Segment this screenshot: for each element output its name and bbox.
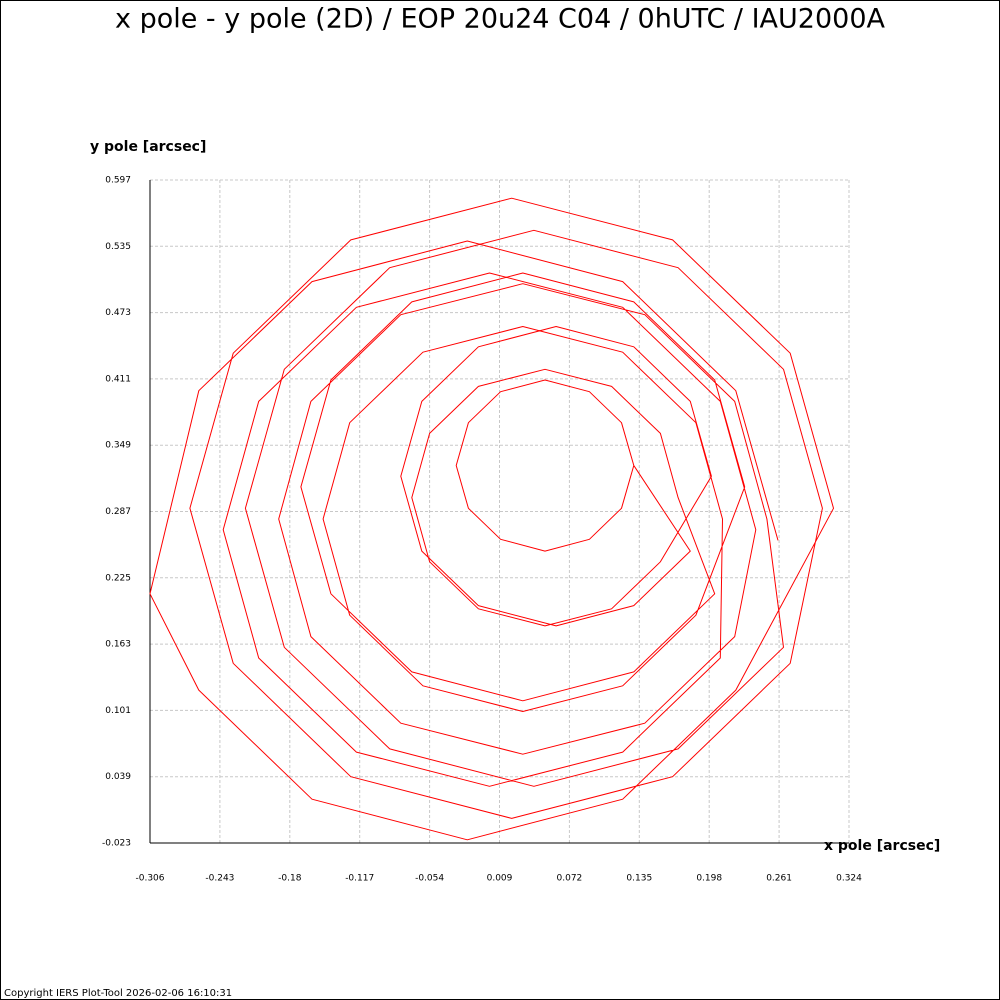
x-axis-label: x pole [arcsec] [824, 838, 940, 854]
x-tick-label: 0.261 [766, 874, 792, 884]
y-axis-label: y pole [arcsec] [90, 139, 206, 155]
x-tick-label: -0.054 [415, 874, 444, 884]
pole-path [149, 197, 834, 841]
x-tick-label: -0.306 [135, 874, 164, 884]
y-tick-label: 0.225 [105, 573, 131, 583]
y-tick-label: -0.023 [102, 839, 131, 849]
y-tick-label: 0.349 [105, 441, 131, 451]
y-tick-label: 0.597 [105, 176, 131, 186]
x-tick-label: 0.135 [626, 874, 652, 884]
x-tick-label: -0.243 [205, 874, 234, 884]
x-tick-label: -0.117 [345, 874, 374, 884]
x-tick-label: 0.198 [696, 874, 722, 884]
footer: Copyright IERS Plot-Tool 2026-02-06 16:1… [4, 988, 232, 999]
chart-title: x pole - y pole (2D) / EOP 20u24 C04 / 0… [115, 4, 885, 35]
y-tick-label: 0.411 [105, 374, 131, 384]
x-tick-label: 0.324 [836, 874, 862, 884]
y-tick-label: 0.473 [105, 308, 131, 318]
y-tick-label: 0.101 [105, 706, 131, 716]
x-tick-label: 0.072 [557, 874, 583, 884]
y-tick-label: 0.163 [105, 640, 131, 650]
x-tick-label: -0.18 [278, 874, 302, 884]
y-tick-label: 0.039 [105, 772, 131, 782]
x-tick-label: 0.009 [487, 874, 513, 884]
y-tick-label: 0.535 [105, 242, 131, 252]
y-tick-label: 0.287 [105, 507, 131, 517]
